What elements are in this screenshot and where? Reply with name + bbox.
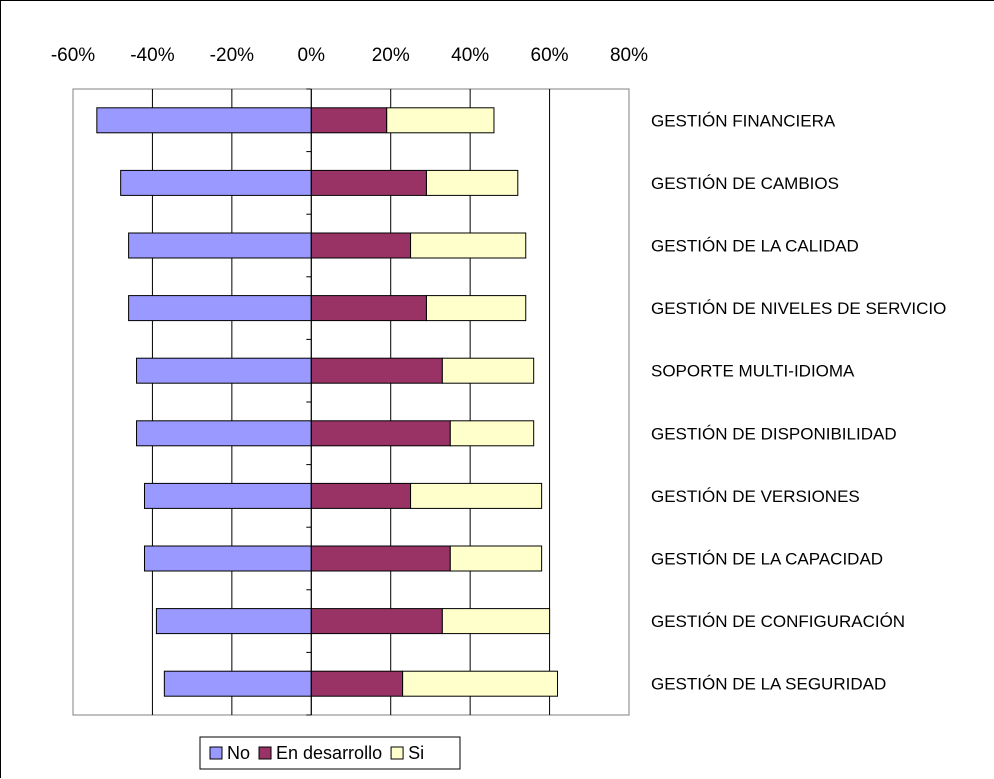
x-tick-label: 40%	[451, 45, 489, 66]
bar-en-desarrollo	[310, 545, 451, 572]
bar-si	[425, 169, 519, 196]
bar-si	[449, 420, 535, 447]
legend-label-en-desarrollo: En desarrollo	[276, 743, 382, 763]
legend: No En desarrollo Si	[199, 736, 461, 770]
bar-si	[402, 670, 559, 697]
x-tick-label: 20%	[372, 45, 410, 66]
bar-si	[410, 482, 543, 509]
bar-no	[136, 420, 312, 447]
bar-no	[128, 295, 312, 322]
bar-si	[425, 295, 527, 322]
x-tick-label: 0%	[298, 45, 326, 66]
category-label: GESTIÓN DE LA CALIDAD	[651, 237, 859, 256]
legend-box	[199, 736, 461, 770]
x-tick-label: 80%	[610, 45, 648, 66]
bar-en-desarrollo	[310, 608, 443, 635]
bar-no	[143, 545, 312, 572]
legend-swatch-en-desarrollo	[258, 746, 272, 760]
plot-area-border	[72, 88, 630, 716]
category-labels: GESTIÓN FINANCIERA GESTIÓN DE CAMBIOS GEST…	[651, 111, 946, 693]
category-label: SOPORTE MULTI-IDIOMA	[651, 362, 855, 381]
bar-si	[410, 232, 527, 259]
bar-no	[155, 608, 312, 635]
bar-en-desarrollo	[310, 295, 427, 322]
x-tick-label: -60%	[51, 45, 95, 66]
bar-en-desarrollo	[310, 670, 404, 697]
bar-si	[386, 107, 495, 134]
bar-si	[441, 608, 551, 635]
category-label: GESTIÓN DE CONFIGURACIÓN	[651, 612, 905, 631]
bar-si	[449, 545, 543, 572]
x-tick-label: 60%	[531, 45, 569, 66]
category-label: GESTIÓN DE VERSIONES	[651, 487, 860, 506]
bar-no	[120, 169, 312, 196]
legend-swatch-no	[209, 746, 223, 760]
bar-no	[96, 107, 312, 134]
category-label: GESTIÓN FINANCIERA	[651, 111, 836, 130]
category-label: GESTIÓN DE LA CAPACIDAD	[651, 550, 883, 569]
bar-en-desarrollo	[310, 420, 451, 447]
bar-no	[143, 482, 312, 509]
bar-no	[128, 232, 312, 259]
x-axis-tick-labels: -60% -40% -20% 0% 20% 40% 60% 80%	[51, 45, 648, 66]
bars	[96, 107, 559, 697]
legend-label-no: No	[227, 743, 250, 763]
bar-en-desarrollo	[310, 107, 388, 134]
category-label: GESTIÓN DE CAMBIOS	[651, 174, 839, 193]
bar-en-desarrollo	[310, 482, 412, 509]
bar-no	[136, 357, 312, 384]
bar-en-desarrollo	[310, 232, 412, 259]
legend-label-si: Si	[408, 743, 424, 763]
x-tick-label: -20%	[210, 45, 254, 66]
bar-en-desarrollo	[310, 357, 443, 384]
legend-swatch-si	[390, 746, 404, 760]
bar-si	[441, 357, 535, 384]
zero-axis	[306, 88, 312, 716]
category-label: GESTIÓN DE DISPONIBILIDAD	[651, 424, 897, 443]
bar-no	[163, 670, 312, 697]
bar-en-desarrollo	[310, 169, 427, 196]
category-label: GESTIÓN DE LA SEGURIDAD	[651, 675, 886, 694]
category-label: GESTIÓN DE NIVELES DE SERVICIO	[651, 299, 946, 318]
x-tick-label: -40%	[130, 45, 174, 66]
